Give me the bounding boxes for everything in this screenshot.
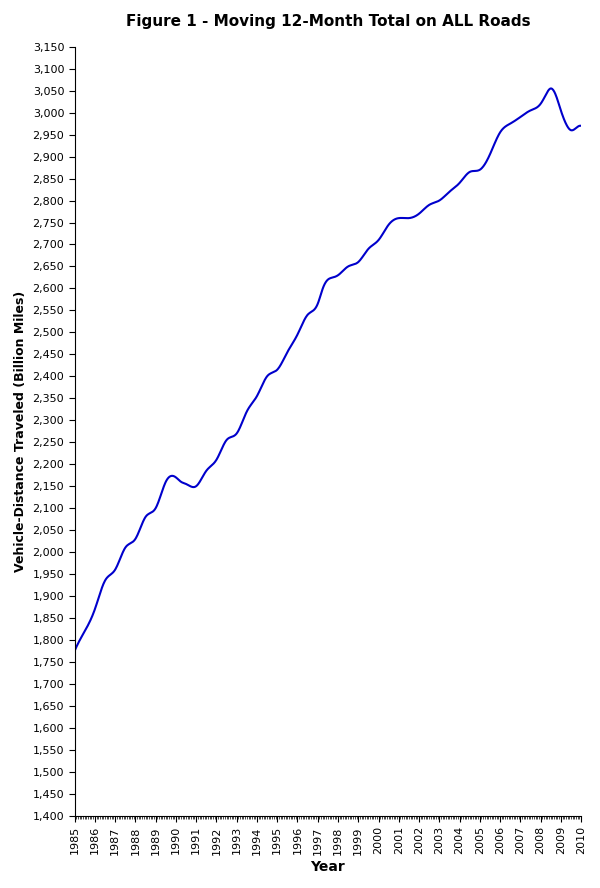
Y-axis label: Vehicle-Distance Traveled (Billion Miles): Vehicle-Distance Traveled (Billion Miles…	[14, 290, 27, 572]
Title: Figure 1 - Moving 12-Month Total on ALL Roads: Figure 1 - Moving 12-Month Total on ALL …	[125, 14, 530, 29]
X-axis label: Year: Year	[310, 860, 345, 874]
